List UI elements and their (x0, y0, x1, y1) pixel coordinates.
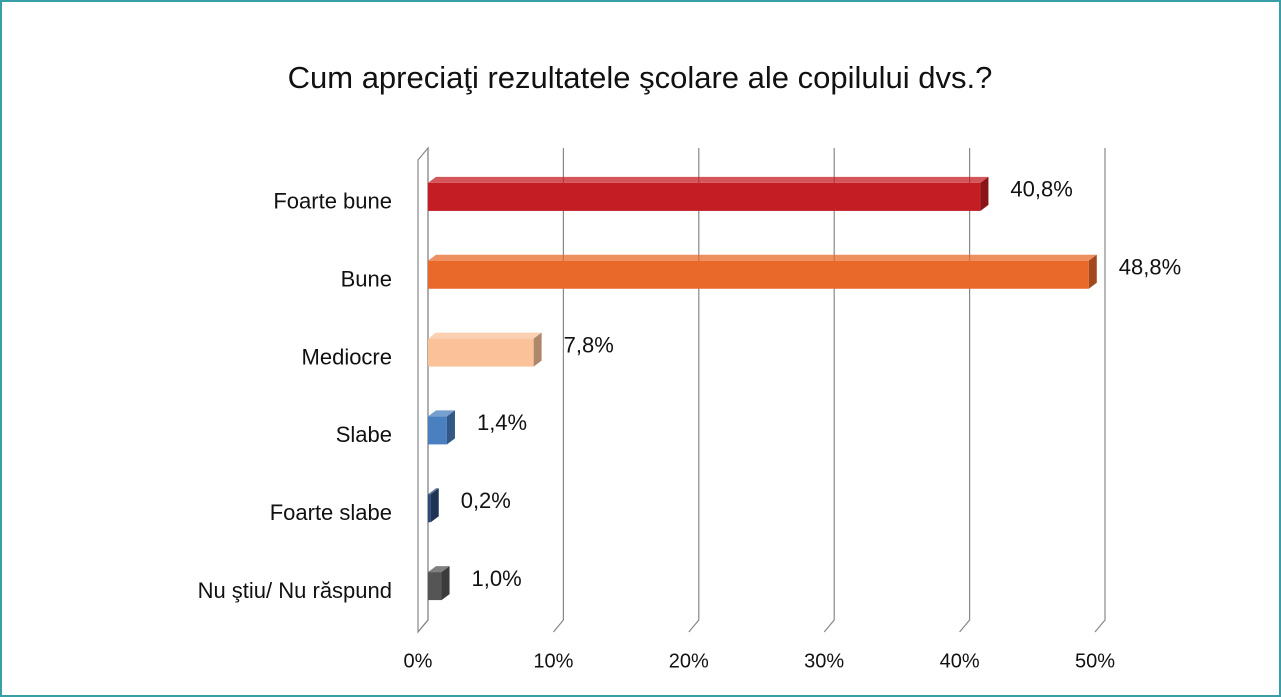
x-tick-label: 40% (940, 650, 980, 672)
grid-line (552, 148, 565, 633)
y-tick-label: Nu ştiu/ Nu răspund (198, 578, 392, 603)
y-tick-label: Foarte slabe (270, 500, 392, 525)
x-tick-label: 10% (533, 650, 573, 672)
bar-top (428, 566, 450, 573)
value-label: 0,2% (461, 488, 511, 513)
y-tick-label: Foarte bune (273, 189, 392, 214)
bar-side (441, 566, 450, 601)
y-tick-label: Mediocre (302, 344, 392, 369)
grid-line (823, 148, 835, 633)
bar-top (428, 254, 1097, 261)
x-tick-label: 50% (1075, 650, 1115, 672)
bar-side-shade (446, 410, 455, 445)
bar (428, 416, 447, 445)
bar (428, 260, 1089, 289)
x-tick-label: 30% (804, 650, 844, 672)
x-tick-label: 20% (669, 650, 709, 672)
bar (428, 182, 981, 211)
grid-line (1094, 148, 1106, 633)
bar (428, 572, 442, 601)
value-label: 1,0% (472, 566, 522, 591)
chart-title: Cum apreciaţi rezultatele şcolare ale co… (288, 60, 993, 95)
bar-top (428, 410, 455, 417)
bar-top (428, 176, 989, 183)
bar-side-shade (980, 176, 989, 211)
bar-side (533, 332, 542, 367)
bar-top (428, 332, 542, 339)
bar-side (980, 176, 989, 211)
bar-side-shade (1088, 254, 1097, 289)
value-label: 48,8% (1119, 255, 1181, 280)
bar-side-shade (441, 566, 450, 601)
grid-line (959, 148, 971, 633)
y-tick-label: Bune (341, 267, 392, 292)
value-label: 7,8% (564, 332, 614, 357)
y-tick-label: Slabe (336, 422, 392, 447)
value-label: 40,8% (1010, 177, 1072, 202)
x-tick-label: 0% (404, 650, 433, 672)
bar (428, 494, 431, 523)
bar (428, 338, 534, 367)
bar-top (428, 488, 439, 495)
bar-side-shade (430, 488, 439, 523)
bar-side (446, 410, 455, 445)
grid-line (417, 148, 429, 633)
bar-side-shade (533, 332, 542, 367)
bar-side (1088, 254, 1097, 289)
value-label: 1,4% (477, 410, 527, 435)
grid-line (688, 148, 700, 633)
bar-side (430, 488, 439, 523)
